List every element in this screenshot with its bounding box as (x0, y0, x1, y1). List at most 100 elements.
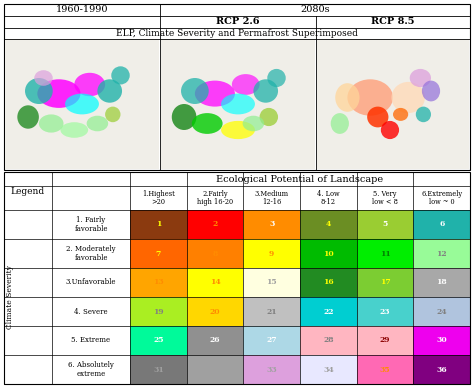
Text: 18: 18 (437, 279, 447, 286)
Text: 12: 12 (437, 249, 447, 258)
Bar (5, 39, 159, 169)
Text: 29: 29 (380, 336, 390, 345)
Bar (300, 210, 356, 239)
Ellipse shape (37, 79, 81, 108)
Ellipse shape (331, 113, 349, 134)
Ellipse shape (39, 114, 64, 133)
Ellipse shape (195, 81, 235, 107)
Text: 35: 35 (380, 365, 390, 374)
Text: 31: 31 (153, 365, 164, 374)
Ellipse shape (65, 94, 99, 114)
Bar (356, 210, 413, 239)
Ellipse shape (392, 82, 425, 113)
Bar (413, 268, 470, 297)
Text: 6.Extremely
low ~ 0: 6.Extremely low ~ 0 (421, 190, 462, 206)
Text: 5: 5 (383, 220, 388, 229)
Text: 10: 10 (323, 249, 334, 258)
Text: 5. Extreme: 5. Extreme (72, 336, 110, 345)
Text: 4. Low
8-12: 4. Low 8-12 (317, 190, 340, 206)
Bar (187, 239, 243, 268)
Bar (300, 268, 356, 297)
Bar (317, 39, 469, 169)
Ellipse shape (393, 108, 408, 121)
Bar (130, 355, 187, 384)
Text: Ecological Potential of Landscape: Ecological Potential of Landscape (217, 175, 383, 184)
Bar (300, 326, 356, 355)
Ellipse shape (74, 73, 105, 96)
Ellipse shape (422, 81, 440, 101)
Text: 36: 36 (437, 365, 447, 374)
Ellipse shape (61, 122, 88, 138)
Text: 3: 3 (269, 220, 274, 229)
Ellipse shape (267, 69, 286, 87)
Bar (413, 239, 470, 268)
Text: 4. Severe: 4. Severe (74, 308, 108, 315)
Bar (187, 326, 243, 355)
Text: 21: 21 (266, 308, 277, 315)
Ellipse shape (221, 121, 255, 139)
Bar (130, 268, 187, 297)
Bar (161, 39, 315, 169)
Bar (4, 4, 470, 170)
Text: 20: 20 (210, 308, 220, 315)
Text: 30: 30 (436, 336, 447, 345)
Bar (243, 239, 300, 268)
Text: 8: 8 (212, 249, 218, 258)
Ellipse shape (410, 69, 431, 87)
Bar (243, 326, 300, 355)
Bar (187, 355, 243, 384)
Bar (187, 210, 243, 239)
Text: 2. Moderately
favorable: 2. Moderately favorable (66, 245, 116, 262)
Text: 22: 22 (323, 308, 334, 315)
Bar (130, 326, 187, 355)
Text: 23: 23 (380, 308, 390, 315)
Text: 1: 1 (155, 220, 161, 229)
Text: 3.Medium
12-16: 3.Medium 12-16 (255, 190, 289, 206)
Text: 4: 4 (326, 220, 331, 229)
Text: 2.Fairly
high 16-20: 2.Fairly high 16-20 (197, 190, 233, 206)
Bar (243, 355, 300, 384)
Text: 33: 33 (266, 365, 277, 374)
Text: 32: 32 (210, 365, 220, 374)
Bar (413, 210, 470, 239)
Bar (243, 297, 300, 326)
Bar (130, 297, 187, 326)
Text: 6: 6 (439, 220, 444, 229)
Text: 14: 14 (210, 279, 220, 286)
Bar (413, 326, 470, 355)
Text: 6. Absolutely
extreme: 6. Absolutely extreme (68, 361, 114, 378)
Text: 11: 11 (380, 249, 391, 258)
Text: 1. Fairly
favorable: 1. Fairly favorable (74, 216, 108, 233)
Ellipse shape (181, 78, 209, 104)
Bar (413, 355, 470, 384)
Ellipse shape (111, 66, 130, 85)
Text: 19: 19 (153, 308, 164, 315)
Ellipse shape (221, 94, 255, 114)
Bar (4, 172, 470, 384)
Bar (300, 297, 356, 326)
Text: 1960-1990: 1960-1990 (56, 5, 108, 14)
Text: 7: 7 (155, 249, 161, 258)
Bar (243, 268, 300, 297)
Text: Legend: Legend (11, 187, 45, 196)
Ellipse shape (172, 104, 196, 130)
Text: 2080s: 2080s (300, 5, 330, 14)
Text: 9: 9 (269, 249, 274, 258)
Text: 28: 28 (323, 336, 334, 345)
Ellipse shape (232, 74, 260, 95)
Text: 17: 17 (380, 279, 391, 286)
Bar (4, 4, 470, 170)
Ellipse shape (192, 113, 223, 134)
Ellipse shape (243, 116, 264, 131)
Bar (356, 297, 413, 326)
Ellipse shape (254, 79, 278, 103)
Ellipse shape (34, 70, 53, 86)
Ellipse shape (335, 83, 360, 112)
Ellipse shape (347, 79, 393, 116)
Bar (356, 326, 413, 355)
Ellipse shape (416, 107, 431, 122)
Text: Climate Severity: Climate Severity (6, 265, 14, 329)
Ellipse shape (260, 108, 278, 126)
Bar (300, 239, 356, 268)
Ellipse shape (87, 116, 108, 131)
